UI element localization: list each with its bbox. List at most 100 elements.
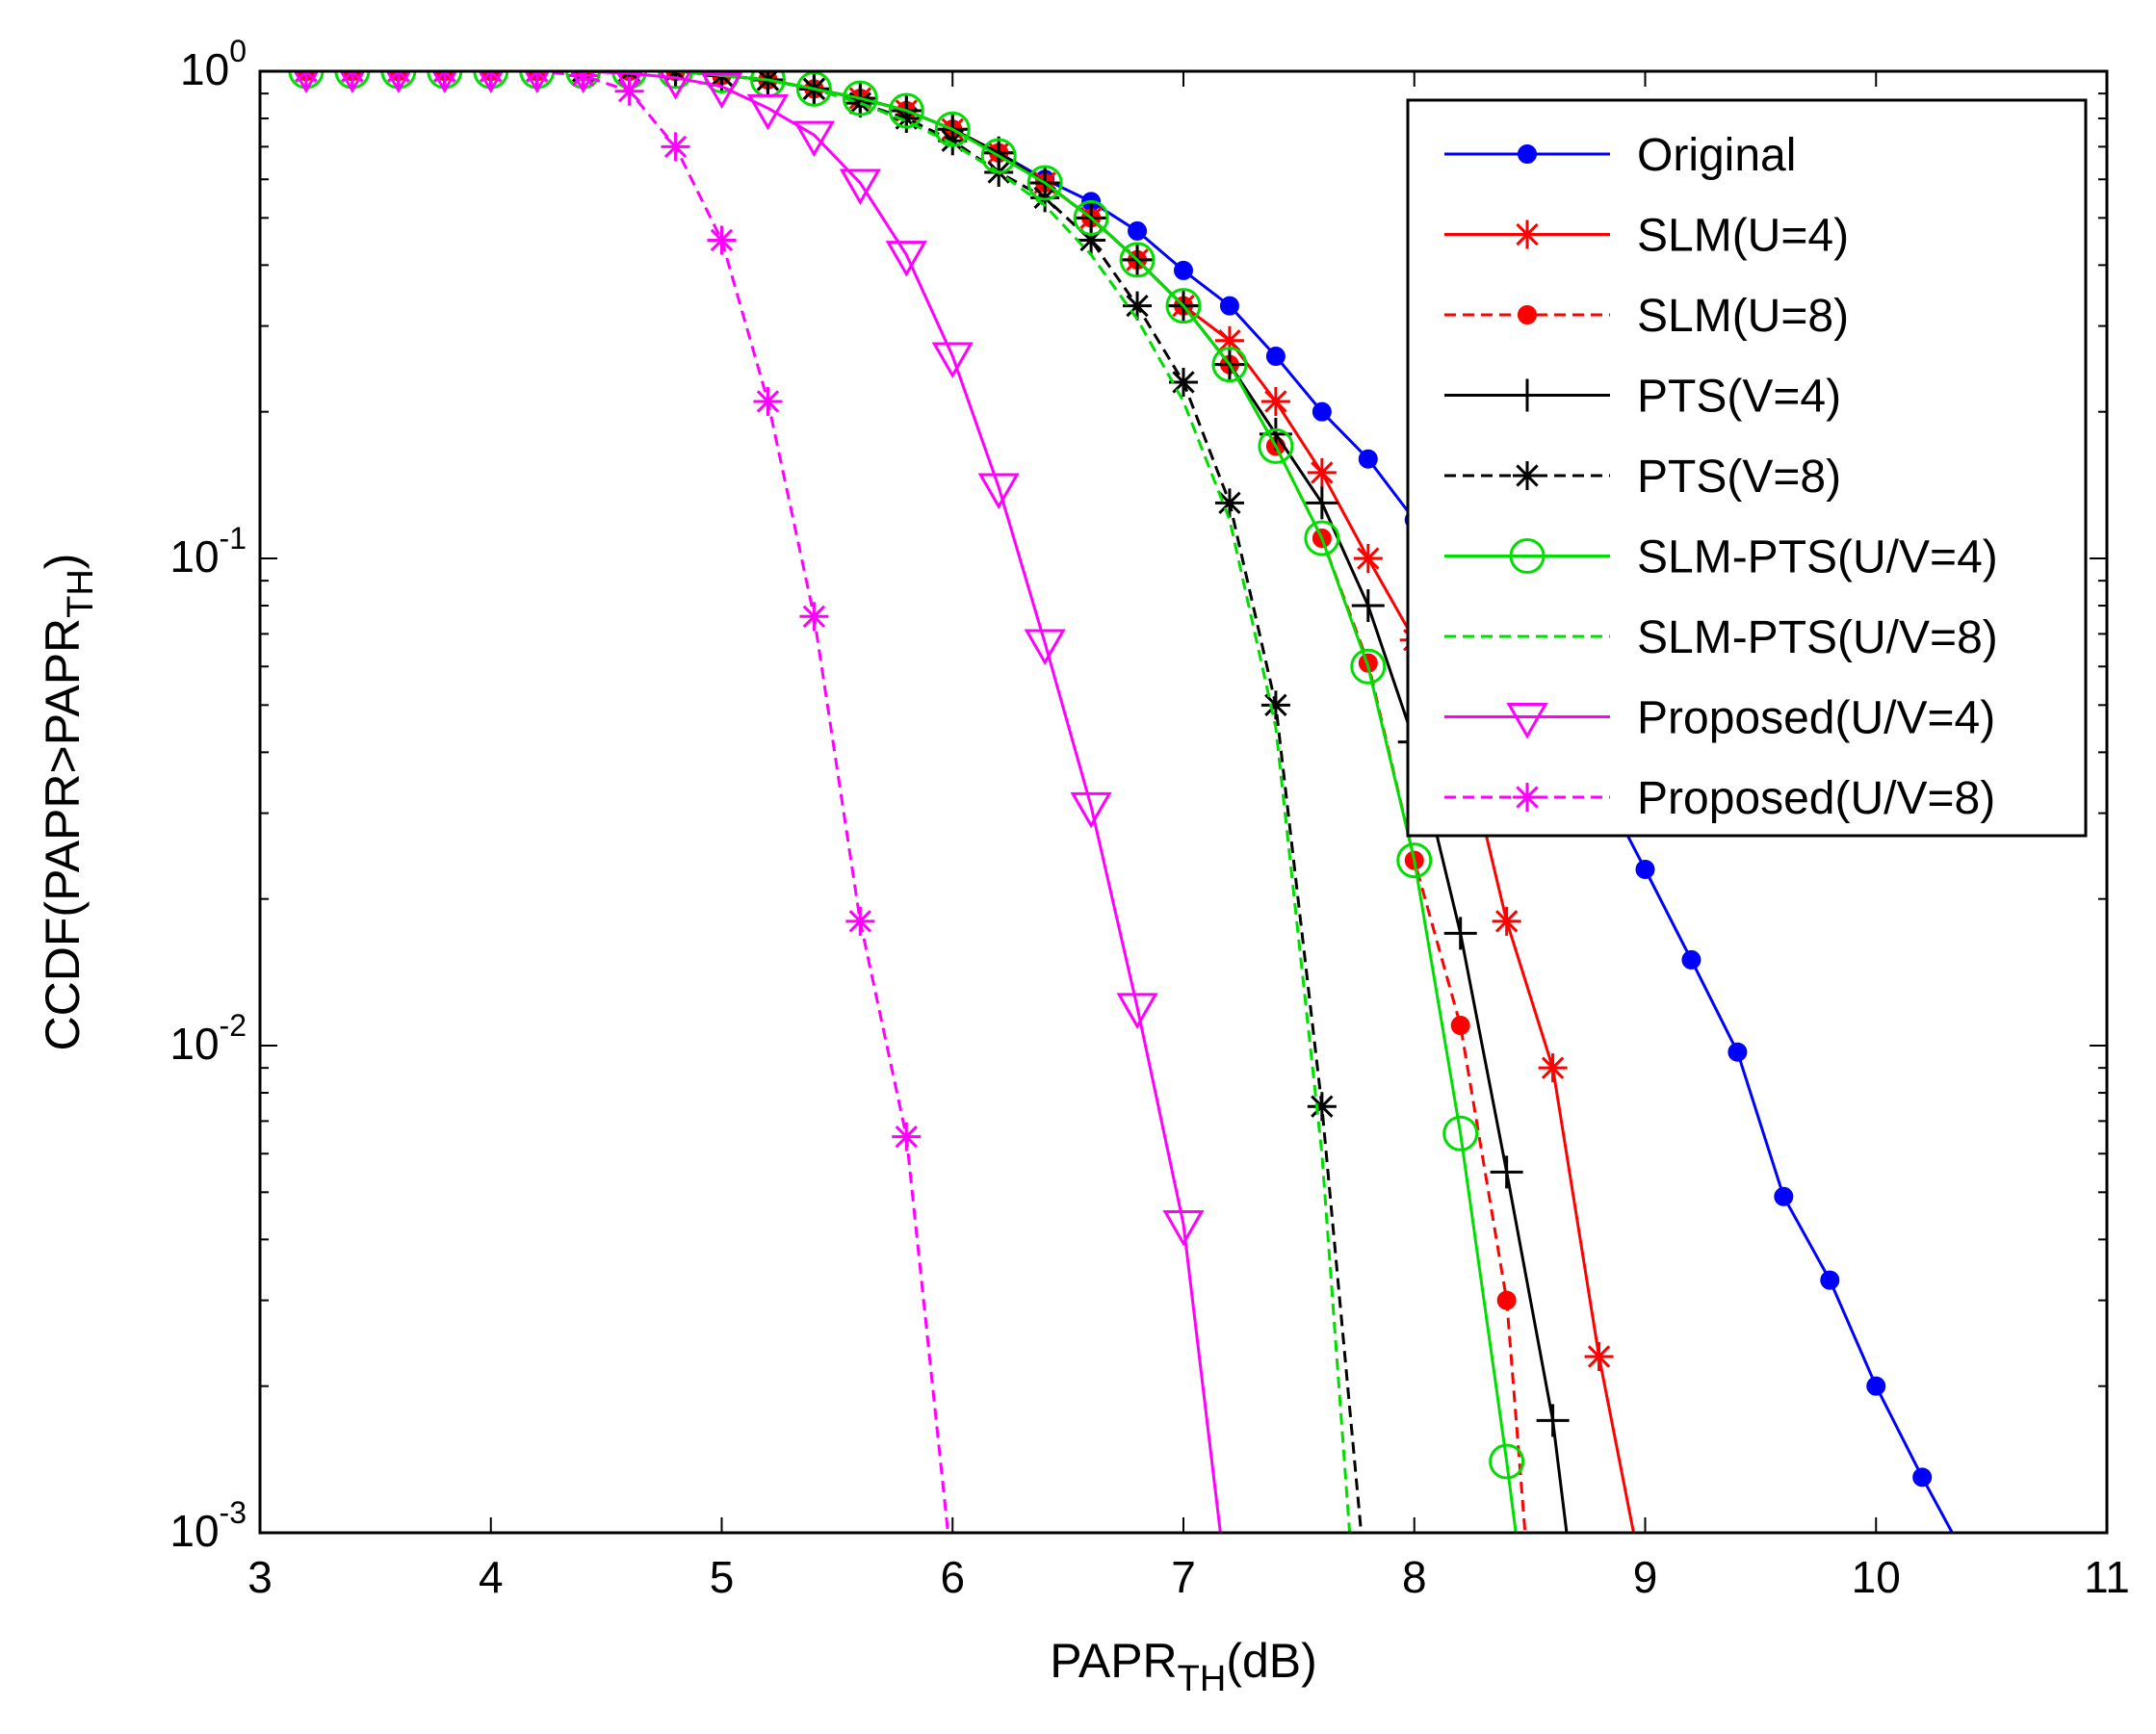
data-point xyxy=(1396,842,1433,879)
legend-entry: Proposed(U/V=4) xyxy=(1444,693,1995,744)
legend-label: Proposed(U/V=4) xyxy=(1637,693,1995,744)
legend-marker xyxy=(1513,783,1542,812)
data-point xyxy=(1304,520,1340,556)
legend-entry: PTS(V=4) xyxy=(1444,372,1841,423)
legend-marker xyxy=(1518,144,1537,164)
data-point xyxy=(1214,488,1244,518)
legend-label: PTS(V=4) xyxy=(1637,372,1841,423)
legend-label: PTS(V=8) xyxy=(1637,452,1841,503)
data-point xyxy=(1162,1209,1205,1247)
data-point xyxy=(1307,1092,1337,1122)
legend-label: SLM-PTS(U/V=8) xyxy=(1637,612,1998,663)
data-point xyxy=(659,71,692,100)
data-point xyxy=(1443,917,1477,950)
data-point xyxy=(1260,690,1290,720)
data-point xyxy=(1123,291,1153,321)
data-point xyxy=(1030,183,1060,213)
data-point xyxy=(1073,199,1109,236)
legend-entry: SLM-PTS(U/V=8) xyxy=(1444,612,1998,663)
data-point xyxy=(707,225,737,255)
data-point xyxy=(845,906,875,936)
data-point xyxy=(615,71,644,96)
data-point xyxy=(1214,325,1244,355)
data-point xyxy=(792,120,835,158)
y-tick-label: 10-1 xyxy=(169,521,247,582)
data-point xyxy=(977,473,1020,510)
x-tick-label: 10 xyxy=(1852,1552,1901,1602)
series-6 xyxy=(260,71,1352,1533)
data-point xyxy=(892,104,922,134)
data-point xyxy=(746,93,790,131)
data-point xyxy=(1536,1404,1570,1437)
y-tick-label: 100 xyxy=(180,34,247,94)
legend-marker xyxy=(1511,378,1544,412)
series-line xyxy=(260,71,1954,1533)
data-point xyxy=(1169,367,1198,397)
data-point xyxy=(1450,1016,1470,1036)
data-point xyxy=(799,602,829,632)
x-tick-label: 6 xyxy=(940,1552,965,1602)
legend-entry: Proposed(U/V=8) xyxy=(1444,773,1995,824)
legend-label: SLM(U=4) xyxy=(1637,211,1849,262)
data-point xyxy=(1305,486,1338,520)
series-line xyxy=(260,71,949,1533)
data-point xyxy=(1351,589,1385,623)
data-point xyxy=(892,1122,922,1152)
y-tick-label: 10-2 xyxy=(169,1008,247,1069)
x-tick-label: 8 xyxy=(1402,1552,1427,1602)
data-point xyxy=(1774,1186,1794,1206)
legend-label: Proposed(U/V=8) xyxy=(1637,773,1995,824)
data-point xyxy=(845,89,875,118)
y-tick-label: 10-3 xyxy=(169,1495,247,1556)
data-point xyxy=(1119,242,1156,278)
series-7 xyxy=(260,71,1222,1533)
series-line xyxy=(260,71,1222,1533)
legend-entry: SLM(U=4) xyxy=(1444,211,1849,262)
data-point xyxy=(1260,386,1290,416)
data-point xyxy=(1727,1042,1748,1062)
data-point xyxy=(1077,225,1106,255)
legend-entry: PTS(V=8) xyxy=(1444,452,1841,503)
tick-labels: 3 4 5 6 7 8 9 10 11 100 10-1 10-2 10-3 xyxy=(169,34,2130,1602)
data-point xyxy=(293,71,320,94)
data-point xyxy=(839,168,881,205)
legend-entry: SLM-PTS(U/V=4) xyxy=(1444,532,1998,583)
y-axis-label: CCDF(PAPR>PAPRTH) xyxy=(36,554,101,1051)
data-point xyxy=(431,71,458,94)
x-tick-label: 4 xyxy=(479,1552,504,1602)
data-point xyxy=(385,71,412,94)
legend-marker xyxy=(1513,461,1542,490)
data-point xyxy=(1490,1155,1523,1189)
data-point xyxy=(1024,629,1066,666)
plot-frame xyxy=(258,69,2109,1535)
data-point xyxy=(1353,544,1383,573)
data-point xyxy=(614,76,644,106)
data-point xyxy=(1538,1053,1568,1083)
data-point xyxy=(1026,165,1063,201)
legend-entry: Original xyxy=(1444,130,1796,181)
data-point xyxy=(1866,1376,1886,1396)
x-tick-label: 3 xyxy=(247,1552,273,1602)
x-tick-label: 7 xyxy=(1171,1552,1196,1602)
legend-marker xyxy=(1518,305,1537,324)
data-point xyxy=(934,111,971,147)
data-point xyxy=(1265,347,1286,367)
data-point xyxy=(1496,1290,1517,1310)
data-point xyxy=(1165,288,1202,324)
data-point xyxy=(931,342,974,379)
data-point xyxy=(1219,296,1239,316)
data-point xyxy=(885,241,927,277)
legend-entry: SLM(U=8) xyxy=(1444,291,1849,342)
data-point xyxy=(339,71,366,94)
data-point xyxy=(1070,791,1112,829)
data-point xyxy=(1584,1341,1614,1371)
legend-label: Original xyxy=(1637,130,1796,181)
data-point xyxy=(1350,648,1387,685)
data-point xyxy=(1681,949,1701,970)
legend-marker xyxy=(1513,220,1542,249)
legend-marker xyxy=(1506,703,1548,739)
data-point xyxy=(753,386,783,416)
data-point xyxy=(1820,1270,1840,1290)
data-point xyxy=(1258,427,1294,464)
x-tick-label: 11 xyxy=(2084,1552,2130,1602)
